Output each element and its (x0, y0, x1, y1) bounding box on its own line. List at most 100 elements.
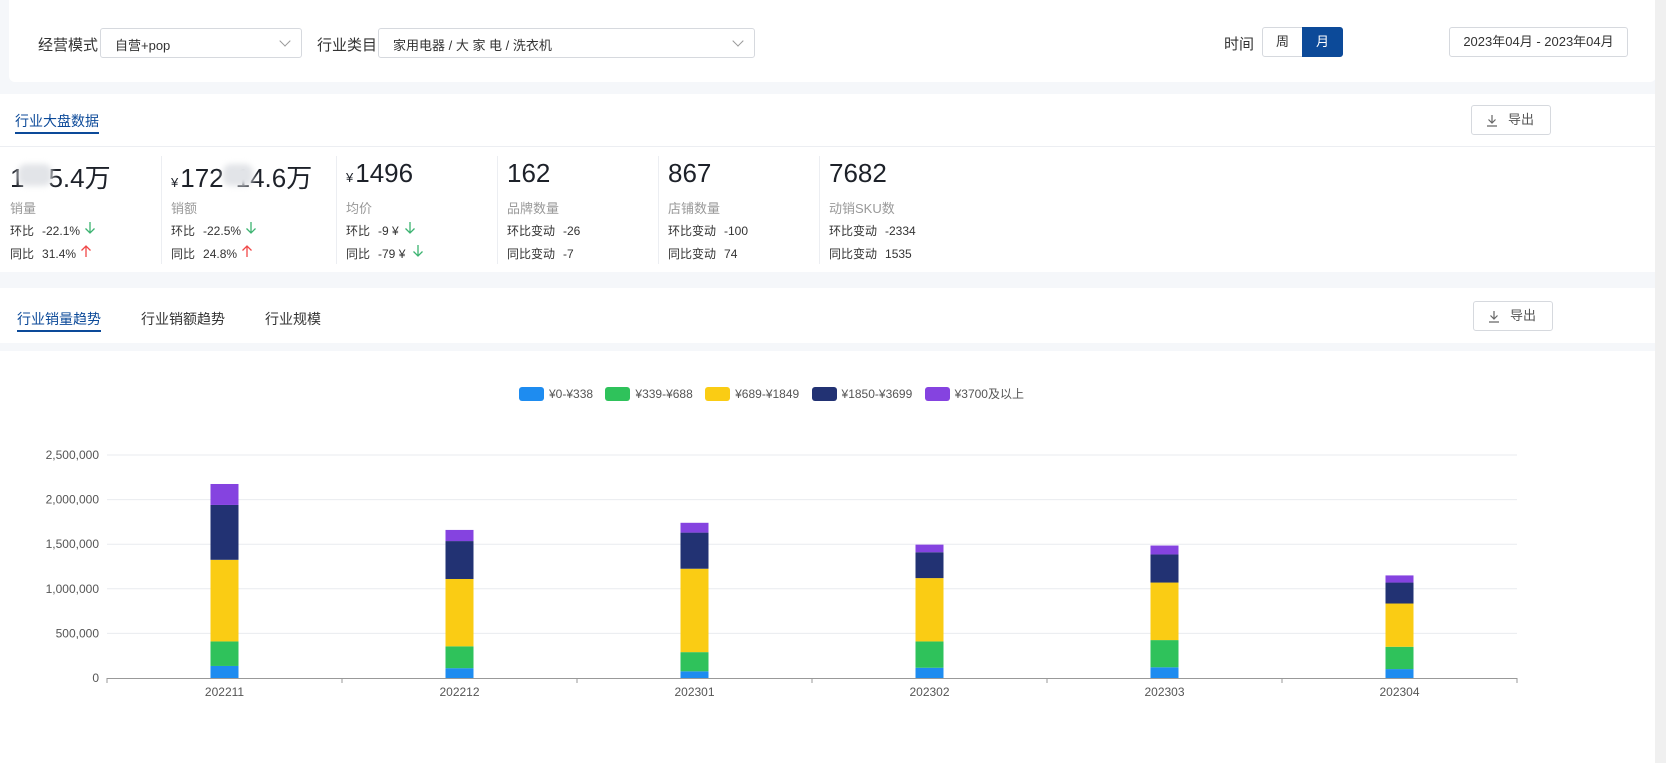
bar-segment (1385, 575, 1414, 583)
arrow-down-icon (85, 222, 95, 234)
download-icon (1489, 311, 1499, 323)
kpi-mom: 环比 -9 ¥ (346, 222, 415, 239)
kpi-yoy: 同比变动 74 (668, 247, 738, 261)
kpi-value: 867 (668, 158, 712, 188)
bar-segment (1385, 646, 1414, 670)
bar-segment (1385, 603, 1414, 647)
tab-industry-scale[interactable]: 行业规模 (265, 311, 321, 327)
redaction-blur (223, 164, 253, 186)
time-month-button[interactable]: 月 (1302, 27, 1343, 57)
kpi-brand-count: 162 品牌数量 环比变动 -26 同比变动 -7 (497, 156, 657, 264)
bar-segment (445, 529, 474, 542)
kpi-name: 销额 (171, 201, 198, 216)
x-tick-label: 202212 (439, 685, 479, 699)
kpi-value: ¥1496 (346, 158, 414, 188)
x-tick-label: 202211 (205, 685, 244, 699)
bar-segment (1150, 640, 1179, 668)
kpi-average-price: ¥1496 均价 环比 -9 ¥ 同比 -79 ¥ (336, 156, 496, 264)
legend-item[interactable]: ¥0-¥338 (519, 387, 593, 401)
export-button[interactable]: 导出 (1473, 301, 1553, 331)
bar-segment (915, 578, 944, 642)
bar-segment (1150, 582, 1179, 641)
kpi-yoy: 同比 24.8% (171, 245, 252, 262)
kpi-value: 15.4万 (10, 163, 111, 193)
date-range-picker[interactable]: 2023年04月 - 2023年04月 (1449, 27, 1628, 57)
legend-swatch (519, 387, 544, 401)
bar-segment (680, 652, 709, 672)
bar-segment (210, 483, 239, 505)
kpi-sales-amount: ¥172 14.6万 销额 环比 -22.5% 同比 24.8% (161, 156, 336, 264)
kpi-mom: 环比变动 -26 (507, 224, 581, 238)
export-label: 导出 (1508, 112, 1535, 127)
mode-select[interactable]: 自营+pop (100, 28, 302, 58)
download-icon (1487, 115, 1497, 127)
kpi-name: 动销SKU数 (829, 201, 895, 216)
kpi-active-sku-count: 7682 动销SKU数 环比变动 -2334 同比变动 1535 (819, 156, 989, 264)
divider (658, 156, 659, 264)
legend-swatch (924, 387, 950, 401)
x-tick-label: 202303 (1144, 685, 1184, 699)
bar-segment (445, 578, 474, 647)
y-tick-label: 1,000,000 (46, 582, 100, 596)
chevron-down-icon (732, 35, 744, 47)
legend-item[interactable]: ¥689-¥1849 (705, 387, 799, 401)
legend-item[interactable]: ¥1850-¥3699 (811, 387, 912, 401)
divider (819, 156, 820, 264)
bar-segment (680, 522, 709, 533)
kpi-mom: 环比变动 -2334 (829, 224, 916, 238)
legend-swatch (811, 387, 837, 401)
y-tick-label: 2,000,000 (46, 493, 100, 507)
bar-segment (915, 552, 944, 579)
bar-segment (210, 559, 239, 642)
bar-segment (680, 671, 709, 678)
kpi-store-count: 867 店铺数量 环比变动 -100 同比变动 74 (658, 156, 818, 264)
bar-segment (210, 641, 239, 666)
kpi-mom: 环比 -22.5% (171, 222, 256, 239)
tab-sales-volume-trend[interactable]: 行业销量趋势 (17, 309, 101, 332)
sales-volume-chart: ¥0-¥338 ¥339-¥688 ¥689-¥1849 ¥1850-¥3699… (0, 351, 1666, 763)
bar-segment (1385, 669, 1414, 678)
page-scrollbar[interactable] (1655, 0, 1666, 763)
bar-segment (1150, 545, 1179, 555)
arrow-up-icon (81, 245, 91, 257)
kpi-name: 品牌数量 (507, 201, 560, 216)
divider (161, 156, 162, 264)
legend-item[interactable]: ¥3700及以上 (924, 387, 1024, 401)
legend-item[interactable]: ¥339-¥688 (605, 387, 693, 401)
mode-select-value: 自营+pop (115, 38, 171, 53)
kpi-yoy: 同比变动 -7 (507, 247, 574, 261)
kpi-value: 162 (507, 158, 551, 188)
arrow-down-icon (246, 222, 256, 234)
kpi-yoy: 同比 31.4% (10, 245, 91, 262)
divider (336, 156, 337, 264)
kpi-name: 销量 (10, 201, 37, 216)
bar-segment (445, 541, 474, 579)
category-label: 行业类目 (317, 37, 378, 54)
kpi-yoy: 同比 -79 ¥ (346, 245, 423, 262)
arrow-up-icon (242, 245, 252, 257)
kpi-name: 店铺数量 (668, 201, 721, 216)
category-select-value: 家用电器 / 大 家 电 / 洗衣机 (393, 38, 552, 53)
bar-segment (1385, 582, 1414, 604)
arrow-down-icon (413, 245, 423, 257)
tab-sales-amount-trend[interactable]: 行业销额趋势 (141, 311, 225, 327)
bar-segment (680, 568, 709, 653)
time-label: 时间 (1224, 36, 1255, 53)
export-button[interactable]: 导出 (1471, 105, 1551, 135)
bar-segment (915, 544, 944, 553)
trend-tabs-bar: 行业销量趋势 行业销额趋势 行业规模 导出 (0, 288, 1666, 343)
bar-segment (1150, 554, 1179, 583)
category-select[interactable]: 家用电器 / 大 家 电 / 洗衣机 (378, 28, 755, 58)
time-week-button[interactable]: 周 (1262, 27, 1303, 57)
stacked-bar-chart: 2,500,000 2,000,000 1,500,000 1,000,000 500,… (46, 448, 1518, 699)
x-tick-label: 202301 (674, 685, 714, 699)
kpi-name: 均价 (346, 201, 373, 216)
x-tick-label: 202304 (1379, 685, 1419, 699)
mode-label: 经营模式 (38, 37, 99, 54)
bar-segment (210, 504, 239, 560)
bar-segment (915, 667, 944, 678)
bar-segment (445, 668, 474, 678)
tab-industry-overview[interactable]: 行业大盘数据 (15, 111, 99, 134)
